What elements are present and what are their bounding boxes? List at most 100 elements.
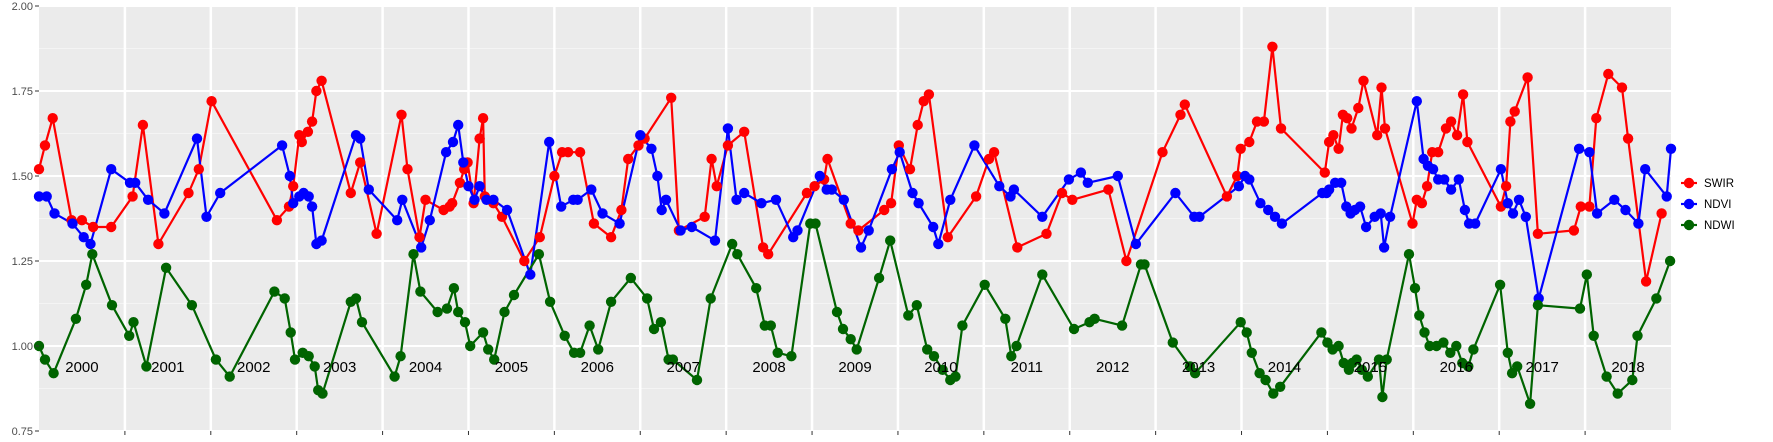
data-point-ndwi xyxy=(39,354,51,365)
data-point-ndwi xyxy=(667,354,679,365)
data-point-ndvi xyxy=(770,194,782,205)
data-point-ndvi xyxy=(49,208,60,219)
data-point-swir xyxy=(1328,130,1339,141)
data-point-ndvi xyxy=(656,204,667,216)
data-point-ndvi xyxy=(1075,167,1087,178)
y-tick-label: 0.75 xyxy=(12,426,33,438)
year-label: 2018 xyxy=(1611,359,1644,376)
data-point-swir xyxy=(1616,82,1628,93)
data-point-ndvi xyxy=(792,225,803,236)
data-point-swir xyxy=(1121,255,1132,267)
data-point-swir xyxy=(763,249,774,260)
data-point-ndvi xyxy=(614,218,625,229)
data-point-ndwi xyxy=(48,368,59,379)
data-point-swir xyxy=(1433,147,1444,158)
data-point-ndvi xyxy=(130,177,141,188)
data-point-ndvi xyxy=(303,191,314,202)
data-point-swir xyxy=(923,89,935,100)
data-point-ndvi xyxy=(1244,174,1255,185)
data-point-ndvi xyxy=(440,147,452,158)
data-point-ndwi xyxy=(1316,327,1327,338)
year-label: 2008 xyxy=(752,359,785,376)
data-point-ndvi xyxy=(355,133,366,144)
year-label: 2015 xyxy=(1354,359,1387,376)
data-point-ndwi xyxy=(957,320,968,331)
legend: SWIR NDVI NDWI xyxy=(1681,177,1735,232)
data-point-ndvi xyxy=(488,194,499,205)
data-point-ndvi xyxy=(597,208,608,219)
data-point-ndwi xyxy=(810,218,821,229)
data-point-ndwi xyxy=(1068,323,1080,335)
data-point-ndwi xyxy=(1445,347,1456,358)
data-point-ndvi xyxy=(142,194,154,205)
data-point-swir xyxy=(616,204,627,216)
data-point-ndvi xyxy=(1112,170,1124,182)
data-point-swir xyxy=(1244,136,1255,148)
data-point-ndvi xyxy=(469,194,480,205)
legend-label: NDVI xyxy=(1704,199,1731,211)
data-point-swir xyxy=(1103,184,1114,195)
data-point-ndwi xyxy=(1351,354,1362,365)
data-point-ndvi xyxy=(1640,164,1651,175)
axis-layer: 0.75 1.00 1.25 1.50 1.75 2.00 xyxy=(12,1,1586,438)
year-label: 2000 xyxy=(65,359,98,376)
data-point-ndvi xyxy=(646,143,657,154)
data-point-ndwi xyxy=(1167,337,1179,348)
data-point-ndvi xyxy=(1584,147,1595,158)
data-point-ndvi xyxy=(1194,211,1205,222)
data-point-ndvi xyxy=(739,187,750,199)
data-point-ndvi xyxy=(635,130,646,141)
data-point-swir xyxy=(1445,116,1457,127)
year-label: 2017 xyxy=(1525,359,1558,376)
data-point-swir xyxy=(1175,109,1186,121)
data-point-ndvi xyxy=(1439,174,1450,185)
data-point-ndvi xyxy=(675,225,686,236)
data-point-swir xyxy=(1041,228,1052,239)
data-point-ndvi xyxy=(1609,194,1620,205)
data-point-ndwi xyxy=(160,262,172,273)
data-point-ndvi xyxy=(284,170,295,182)
data-point-ndvi xyxy=(78,232,89,243)
data-point-ndwi xyxy=(1037,269,1048,280)
data-point-swir xyxy=(1451,130,1463,141)
data-point-ndwi xyxy=(465,340,476,352)
data-point-swir xyxy=(912,119,923,131)
data-point-ndvi xyxy=(886,164,898,175)
data-point-swir xyxy=(1416,198,1428,209)
data-point-ndwi xyxy=(499,306,510,318)
data-point-swir xyxy=(519,255,530,267)
data-point-ndvi xyxy=(1082,177,1094,188)
data-point-swir xyxy=(39,140,51,151)
data-point-ndwi xyxy=(1512,361,1523,372)
data-point-ndwi xyxy=(210,354,222,365)
data-point-swir xyxy=(711,181,722,192)
data-point-swir xyxy=(1067,194,1078,205)
data-point-swir xyxy=(809,181,820,192)
year-label: 2007 xyxy=(667,359,700,376)
data-point-ndwi xyxy=(950,371,961,382)
data-point-swir xyxy=(588,218,600,229)
data-point-ndwi xyxy=(489,354,500,365)
data-point-ndwi xyxy=(851,344,862,355)
data-point-swir xyxy=(879,204,890,216)
data-point-swir xyxy=(605,232,617,243)
data-point-ndwi xyxy=(691,374,703,386)
data-point-swir xyxy=(306,116,318,127)
data-point-swir xyxy=(183,187,194,199)
data-point-ndvi xyxy=(1620,204,1631,216)
data-point-ndvi xyxy=(447,136,459,148)
data-point-ndvi xyxy=(1233,181,1245,192)
data-point-ndwi xyxy=(705,293,716,304)
data-point-ndwi xyxy=(1403,249,1415,260)
data-point-ndwi xyxy=(1502,347,1514,358)
data-point-ndwi xyxy=(641,293,653,304)
data-point-ndvi xyxy=(392,215,403,226)
data-point-swir xyxy=(1372,130,1383,141)
data-point-swir xyxy=(316,75,327,87)
data-point-swir xyxy=(562,147,574,158)
data-point-swir xyxy=(1346,123,1357,134)
data-point-ndwi xyxy=(1260,374,1271,386)
data-point-ndwi xyxy=(1494,279,1506,290)
data-point-ndwi xyxy=(415,286,426,297)
